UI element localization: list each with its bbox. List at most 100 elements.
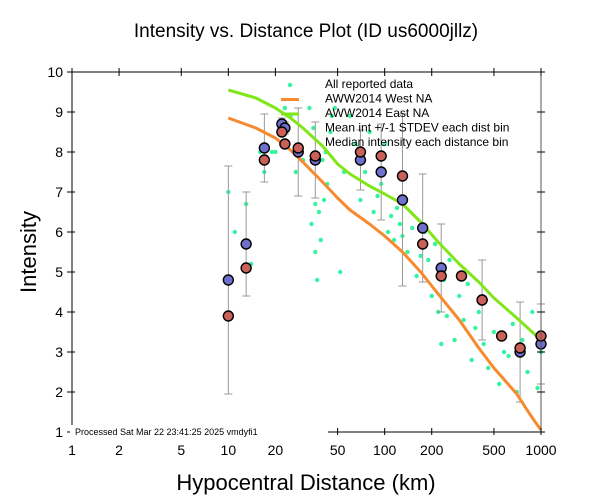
reported-data-point [405, 249, 410, 255]
reported-data-point [388, 213, 394, 219]
reported-data-point [525, 369, 530, 375]
y-tick-label: 6 [55, 224, 63, 240]
reported-data-point [385, 229, 391, 235]
reported-data-point [338, 269, 343, 275]
mean-marker [258, 142, 271, 154]
y-tick-label: 5 [55, 264, 63, 280]
reported-data-point [418, 253, 423, 259]
legend-label: AWW2014 East NA [325, 106, 429, 120]
x-tick-label: 1000 [525, 442, 556, 458]
reported-data-point [432, 241, 438, 247]
legend-label: Mean int +/-1 STDEV each dist bin [325, 121, 509, 135]
y-tick-label: 10 [47, 64, 63, 80]
reported-data-point [506, 353, 511, 359]
reported-data-point [469, 357, 474, 363]
reported-data-point [520, 337, 525, 343]
reported-data-point [358, 197, 363, 203]
chart-title: Intensity vs. Distance Plot (ID us6000jl… [134, 21, 478, 42]
reported-data-point [313, 249, 318, 255]
reported-data-point [530, 309, 535, 315]
reported-data-point [409, 225, 415, 231]
median-marker [222, 310, 235, 322]
reported-data-point [382, 141, 387, 147]
reported-data-point [318, 237, 323, 243]
mean-marker [240, 238, 252, 250]
reported-data-point [461, 317, 466, 323]
mean-marker [222, 274, 235, 286]
legend-label: Median intensity each distance bin [325, 135, 508, 149]
reported-data-point [491, 329, 497, 335]
annotation-background [70, 425, 328, 437]
reported-data-point [481, 341, 486, 347]
reported-data-point [473, 325, 478, 331]
reported-data-point [452, 337, 457, 343]
y-tick-label: 9 [55, 104, 63, 120]
reported-data-point [293, 169, 298, 175]
median-marker [240, 262, 252, 274]
reported-data-point [309, 221, 314, 227]
reported-data-point [307, 105, 312, 111]
y-tick-label: 3 [55, 344, 63, 360]
y-tick-label: 2 [55, 384, 63, 400]
x-tick-label: 10 [221, 442, 237, 458]
mean-marker [375, 166, 387, 178]
mean-marker [416, 222, 429, 234]
x-tick-label: 20 [268, 442, 284, 458]
reported-data-layer [226, 105, 544, 395]
median-marker [375, 150, 387, 162]
reported-data-point [535, 385, 540, 391]
reported-data-point [316, 209, 322, 215]
bin-markers-layer [222, 118, 547, 358]
median-marker [435, 270, 447, 282]
median-marker [276, 126, 288, 138]
reported-data-point [476, 309, 481, 315]
east-na-model-line [227, 88, 543, 342]
reported-data-point [362, 169, 368, 175]
reported-data-point [347, 113, 353, 119]
x-tick-label: 100 [373, 442, 397, 458]
reported-data-point [273, 149, 278, 155]
y-axis-label: Intensity [16, 211, 41, 293]
x-tick-label: 1 [68, 442, 76, 458]
west-na-model-line [227, 116, 543, 431]
x-tick-label: 500 [482, 442, 506, 458]
mean-marker [396, 194, 409, 206]
median-marker [292, 142, 304, 154]
median-marker [455, 270, 468, 282]
reported-data-point [447, 257, 452, 263]
x-tick-label: 5 [177, 442, 185, 458]
median-marker [396, 170, 409, 182]
reported-data-point [457, 293, 462, 299]
median-marker [514, 342, 526, 354]
processed-annotation: Processed Sat Mar 22 23:41:25 2025 vmdyf… [75, 427, 258, 437]
median-marker [258, 154, 271, 166]
reported-data-point [426, 257, 431, 263]
reported-data-point [321, 197, 327, 203]
reported-data-point [501, 349, 507, 355]
legend-label: All reported data [325, 77, 413, 91]
reported-data-point [371, 209, 376, 215]
legend-swatch-dot [287, 82, 293, 88]
y-tick-label: 8 [55, 144, 63, 160]
median-marker [495, 330, 508, 342]
reported-data-point [414, 273, 419, 279]
reported-data-point [332, 105, 338, 111]
reported-data-point [439, 341, 444, 347]
median-marker [309, 150, 322, 162]
reported-data-point [232, 229, 238, 235]
reported-data-point [394, 205, 400, 211]
reported-data-point [429, 293, 434, 299]
x-axis-label: Hypocentral Distance (km) [176, 470, 435, 495]
median-marker [476, 294, 488, 306]
y-tick-label: 4 [55, 304, 63, 320]
reported-data-point [269, 149, 275, 155]
x-tick-label: 50 [330, 442, 346, 458]
reported-data-point [282, 105, 288, 111]
x-tick-label: 200 [420, 442, 444, 458]
reported-data-point [375, 193, 380, 199]
legend-label: AWW2014 West NA [325, 92, 432, 106]
reported-data-point [444, 313, 450, 319]
reported-data-point [496, 381, 502, 387]
y-tick-label: 1 [55, 424, 63, 440]
